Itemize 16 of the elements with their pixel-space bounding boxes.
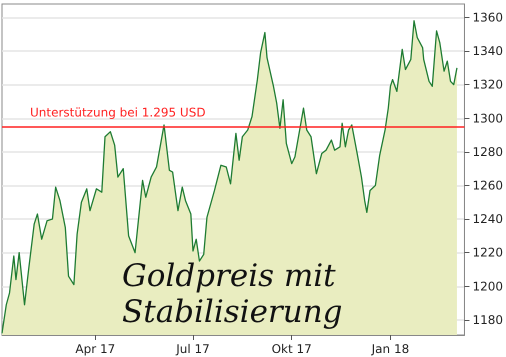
x-tick-label: Jul 17 (175, 342, 210, 356)
x-tick-label: Apr 17 (75, 342, 116, 356)
y-tick-label: 1300 (472, 111, 504, 126)
y-tick-label: 1280 (472, 144, 504, 159)
x-tick-label: Jan 18 (370, 342, 410, 356)
y-tick-label: 1240 (472, 212, 504, 226)
y-tick-label: 1320 (472, 78, 504, 92)
y-tick-label: 1200 (472, 279, 504, 294)
y-tick-label: 1260 (472, 178, 504, 192)
y-tick-label: 1220 (472, 246, 504, 260)
annotation: Goldpreis mit Stabilisierung (122, 258, 346, 330)
y-tick-label: 1340 (472, 44, 504, 58)
x-tick-label: Okt 17 (272, 342, 312, 356)
y-tick-label: 1360 (472, 10, 504, 24)
ref-line-label: Unterstützung bei 1.295 USD (30, 106, 206, 120)
y-tick-label: 1180 (472, 312, 504, 327)
